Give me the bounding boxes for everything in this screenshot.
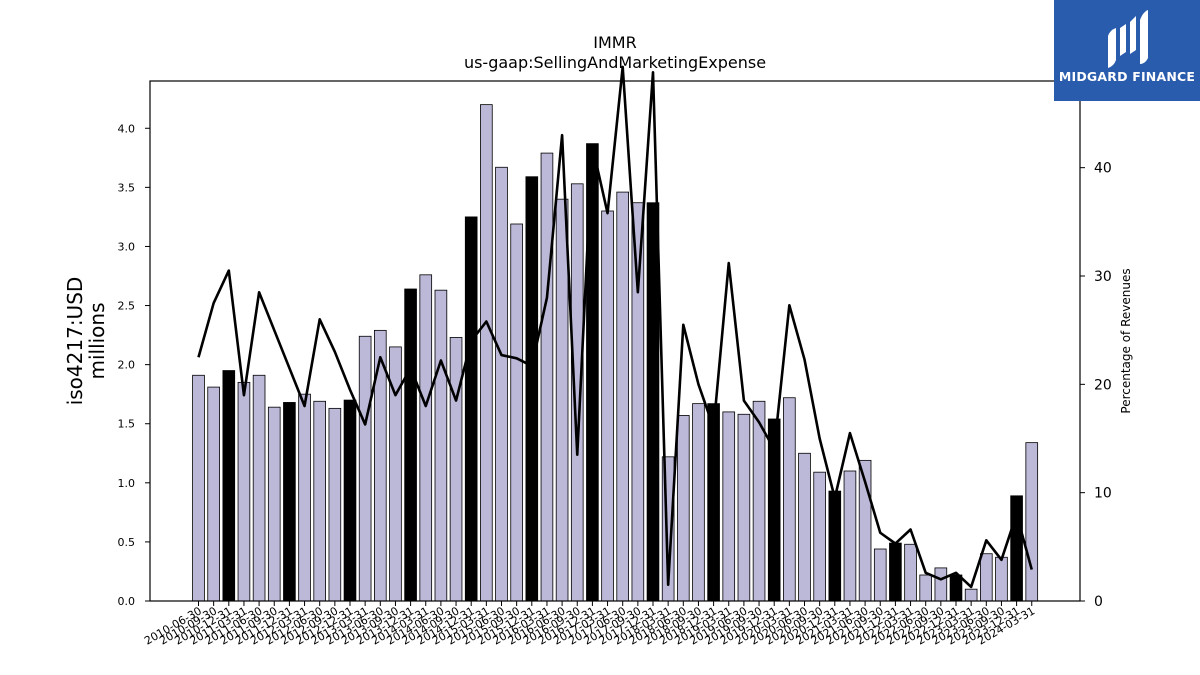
y-tick-label: 0.0 bbox=[118, 595, 136, 608]
bar bbox=[449, 337, 463, 602]
brand-logo-text: MIDGARD FINANCE bbox=[1058, 69, 1196, 84]
bar bbox=[222, 370, 236, 602]
y-tick-label: 2.5 bbox=[118, 300, 136, 313]
bar bbox=[601, 210, 614, 602]
y-tick-label: 4.0 bbox=[118, 122, 136, 135]
bar bbox=[555, 198, 569, 602]
bar bbox=[919, 574, 932, 602]
bar bbox=[1010, 495, 1023, 602]
brand-logo-background bbox=[1054, 0, 1200, 101]
bar bbox=[904, 543, 917, 602]
y-tick-label: 0.5 bbox=[118, 536, 136, 549]
bar bbox=[646, 202, 660, 602]
bar bbox=[298, 393, 311, 602]
bar bbox=[419, 274, 433, 602]
bar bbox=[434, 289, 448, 602]
bar bbox=[525, 176, 539, 602]
y-tick-label: 1.5 bbox=[118, 418, 136, 431]
y-tick-label: 3.0 bbox=[118, 240, 136, 253]
left-axis: 0.0 0.5 1.0 1.5 2.0 2.5 3.0 3.5 4.0 bbox=[118, 122, 150, 608]
bar bbox=[677, 415, 690, 602]
bar bbox=[237, 381, 251, 602]
bar bbox=[737, 413, 751, 602]
plot-frame bbox=[149, 80, 1081, 602]
bar bbox=[843, 470, 857, 602]
right-axis: 01020304050 bbox=[1080, 52, 1112, 610]
bar bbox=[980, 553, 993, 602]
y2-tick-label: 10 bbox=[1094, 486, 1112, 502]
bar bbox=[192, 374, 205, 602]
bar bbox=[207, 386, 220, 602]
bar bbox=[798, 452, 811, 602]
bar bbox=[873, 548, 887, 602]
bar bbox=[313, 400, 326, 602]
bar bbox=[707, 403, 720, 602]
bar bbox=[934, 567, 948, 602]
y-axis-label-line2: millions bbox=[85, 302, 109, 379]
bar bbox=[343, 399, 357, 602]
bar bbox=[267, 406, 281, 602]
bar bbox=[813, 471, 826, 602]
y2-axis-label: Percentage of Revenues bbox=[1119, 268, 1133, 413]
bar bbox=[964, 588, 978, 602]
bar bbox=[828, 490, 842, 602]
bar bbox=[480, 104, 493, 602]
bar-series bbox=[192, 104, 1039, 602]
midgard-logo-icon bbox=[1108, 10, 1148, 68]
bar bbox=[252, 374, 266, 602]
bar bbox=[692, 403, 705, 602]
y2-tick-label: 40 bbox=[1094, 161, 1112, 177]
bar bbox=[328, 407, 342, 602]
bar bbox=[722, 411, 736, 602]
bar bbox=[404, 288, 417, 602]
y-tick-label: 1.0 bbox=[118, 477, 136, 490]
y2-tick-label: 0 bbox=[1094, 594, 1103, 610]
bar bbox=[616, 191, 629, 602]
bar bbox=[495, 166, 508, 602]
y2-tick-label: 30 bbox=[1094, 269, 1112, 285]
bar bbox=[510, 223, 523, 602]
chart-title: IMMR bbox=[593, 33, 636, 52]
bar bbox=[889, 542, 902, 602]
bar bbox=[631, 202, 645, 602]
y-tick-label: 3.5 bbox=[118, 181, 136, 194]
bar bbox=[1025, 442, 1039, 602]
y-axis-label-line1: iso4217:USD bbox=[63, 277, 87, 406]
bar bbox=[949, 574, 963, 602]
bar bbox=[783, 397, 796, 602]
bar bbox=[358, 335, 372, 602]
x-axis: 2010-06-302010-09-302010-12-312011-03-31… bbox=[142, 601, 1037, 648]
y-tick-label: 2.0 bbox=[118, 359, 136, 372]
y2-tick-label: 20 bbox=[1094, 377, 1112, 393]
bar bbox=[283, 402, 296, 602]
bar bbox=[995, 556, 1008, 602]
line-series bbox=[197, 65, 1034, 589]
bar bbox=[540, 152, 554, 602]
chart-subtitle: us-gaap:SellingAndMarketingExpense bbox=[464, 53, 766, 72]
bar bbox=[464, 216, 478, 602]
percentage-line bbox=[197, 65, 1034, 589]
